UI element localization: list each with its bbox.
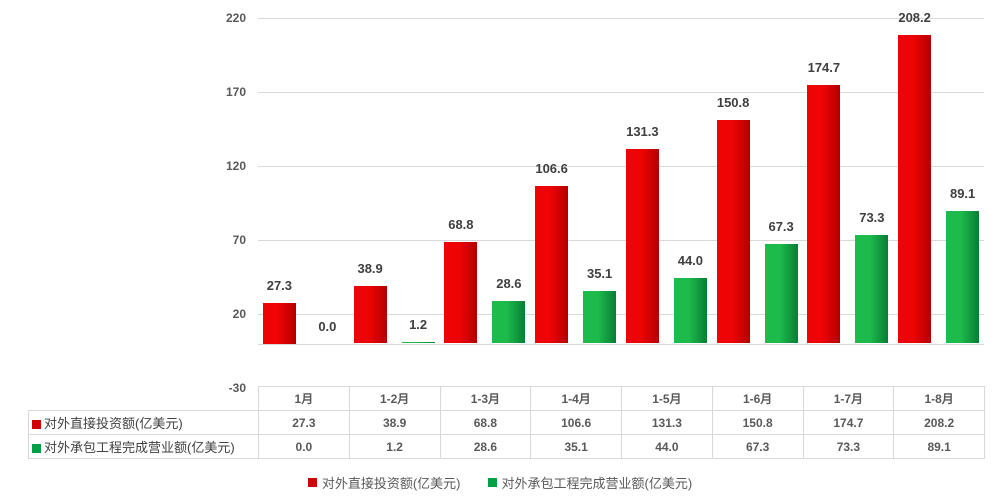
gridline-170 [258,91,984,93]
month-header-cell: 1-4月 [530,386,622,411]
y-axis-tick-label: -30 [228,380,246,395]
series-key-red-icon [32,420,41,429]
bar-value-label: 28.6 [496,276,522,292]
data-table-row-contracted-projects: 对外承包工程完成营业额(亿美元) 0.0 1.2 28.6 35.1 44.0 67.3 73… [28,434,985,459]
gridline-20 [258,313,984,315]
value-cell: 174.7 [802,410,895,435]
value-cell: 89.1 [893,434,985,459]
data-table-row-direct-investment: 对外直接投资额(亿美元) 27.3 38.9 68.8 106.6 131.3 150.8 1… [28,410,985,435]
data-table-header-row: 1月 1-2月 1-3月 1-4月 1-5月 1-6月 1-7月 1-8月 [29,386,985,411]
value-cell: 28.6 [439,434,532,459]
bar-value-label: 38.9 [357,260,383,276]
bar-direct-investment [444,241,478,344]
value-cell: 68.8 [439,410,532,435]
y-axis-tick-label: 70 [232,232,246,247]
bar-value-label: 67.3 [768,218,794,234]
bar-contracted-projects [673,278,707,344]
month-header-cell: 1-2月 [348,386,441,411]
value-cell: 106.6 [530,410,622,435]
bar-direct-investment [353,285,387,344]
bar-contracted-projects [946,211,980,344]
legend-label-contracted-projects: 对外承包工程完成营业额(亿美元) [501,476,693,491]
x-axis-line [258,343,984,345]
month-header-cell: 1月 [258,386,350,411]
bar-value-label: 106.6 [535,160,568,176]
bar-contracted-projects [764,243,798,344]
bar-value-label: 89.1 [949,186,976,202]
bar-direct-investment [625,148,659,344]
y-axis-tick-label: 120 [225,158,246,173]
value-cell: 150.8 [711,410,804,435]
bar-value-label: 35.1 [586,266,613,282]
bar-direct-investment [535,185,569,344]
gridline-220 [258,17,984,19]
legend-item-direct-investment: 对外直接投资额(亿美元) [307,473,461,492]
bar-direct-investment [898,34,932,344]
value-cell: 44.0 [621,434,713,459]
bar-contracted-projects [855,234,889,344]
chart-data-table: 1月 1-2月 1-3月 1-4月 1-5月 1-6月 1-7月 1-8月 对外直接投资额(亿… [28,386,985,459]
legend-swatch-green-icon [487,478,497,487]
value-cell: 131.3 [621,410,713,435]
bar-direct-investment [262,303,296,344]
gridline-120 [258,165,984,167]
legend-item-contracted-projects: 对外承包工程完成营业额(亿美元) [487,473,693,492]
bar-contracted-projects [583,291,617,344]
month-header-cell: 1-5月 [621,386,713,411]
bar-value-label: 73.3 [859,209,885,225]
bar-value-label: 44.0 [677,253,704,269]
value-cell: 27.3 [258,410,350,435]
y-axis-tick-label: 170 [225,84,246,99]
series-label-cell: 对外承包工程完成营业额(亿美元) [28,434,259,459]
value-cell: 38.9 [348,410,441,435]
value-cell: 208.2 [893,410,985,435]
value-cell: 67.3 [711,434,804,459]
month-header-cell: 1-8月 [893,386,985,411]
legend-label-direct-investment: 对外直接投资额(亿美元) [321,476,461,491]
value-cell: 0.0 [258,434,350,459]
bar-value-label: 208.2 [898,9,931,25]
bar-contracted-projects [401,341,435,344]
bar-contracted-projects [492,301,526,344]
series-key-green-icon [32,444,41,453]
bar-value-label: 1.2 [409,316,428,332]
bar-direct-investment [807,84,841,344]
y-axis-tick-label: 220 [225,10,246,25]
legend-swatch-red-icon [307,478,317,487]
value-cell: 35.1 [530,434,622,459]
bar-value-label: 68.8 [448,216,474,232]
value-cell: 1.2 [348,434,441,459]
bar-value-label: 174.7 [807,59,841,75]
value-cell: 73.3 [802,434,895,459]
gridline-70 [258,239,984,241]
y-axis-tick-label: 20 [232,306,246,321]
month-header-cell: 1-7月 [802,386,895,411]
bar-value-label: 0.0 [318,318,337,334]
month-header-cell: 1-6月 [711,386,804,411]
bar-value-label: 150.8 [716,95,750,111]
bar-value-label: 27.3 [266,278,293,294]
chart-legend: 对外直接投资额(亿美元) 对外承包工程完成营业额(亿美元) [0,473,1000,492]
bar-direct-investment [716,120,750,344]
series-label-cell: 对外直接投资额(亿美元) [28,410,259,435]
month-header-cell: 1-3月 [439,386,532,411]
bar-value-label: 131.3 [626,123,659,139]
